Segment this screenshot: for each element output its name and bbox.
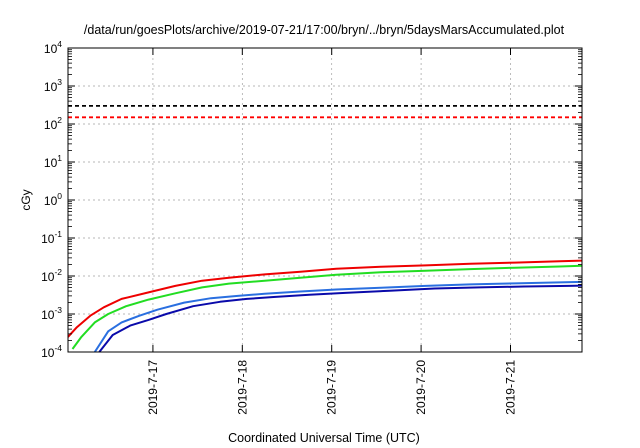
x-tick-label: 2019-7-18: [235, 360, 249, 415]
y-axis-ticks: 104 103 102 101 100 10-1 10-2 10-3 10-4: [41, 39, 582, 360]
x-tick-label: 2019-7-17: [146, 360, 160, 415]
y-tick-label: 100: [44, 191, 62, 208]
series-line: [68, 259, 582, 338]
grid-lines: [68, 48, 582, 352]
x-tick-label: 2019-7-21: [503, 360, 517, 415]
x-axis-label: Coordinated Universal Time (UTC): [228, 431, 420, 445]
y-tick-label: 10-1: [41, 229, 62, 246]
y-tick-label: 10-3: [41, 305, 62, 322]
series-line: [71, 264, 582, 350]
reference-lines: [68, 104, 582, 119]
y-tick-label: 101: [44, 153, 62, 170]
y-tick-label: 104: [44, 39, 62, 56]
series-line: [93, 280, 582, 352]
x-tick-label: 2019-7-19: [325, 360, 339, 415]
y-tick-label: 10-2: [41, 267, 62, 284]
y-axis-label: cGy: [19, 189, 33, 210]
chart-title: /data/run/goesPlots/archive/2019-07-21/1…: [84, 23, 565, 37]
y-tick-label: 103: [44, 77, 62, 94]
data-series: [68, 259, 582, 352]
series-line: [98, 284, 582, 352]
x-tick-label: 2019-7-20: [414, 360, 428, 415]
y-tick-label: 10-4: [41, 343, 62, 360]
x-axis-ticks: 2019-7-17 2019-7-18 2019-7-19 2019-7-20 2019…: [146, 48, 517, 415]
y-tick-label: 102: [44, 115, 62, 132]
